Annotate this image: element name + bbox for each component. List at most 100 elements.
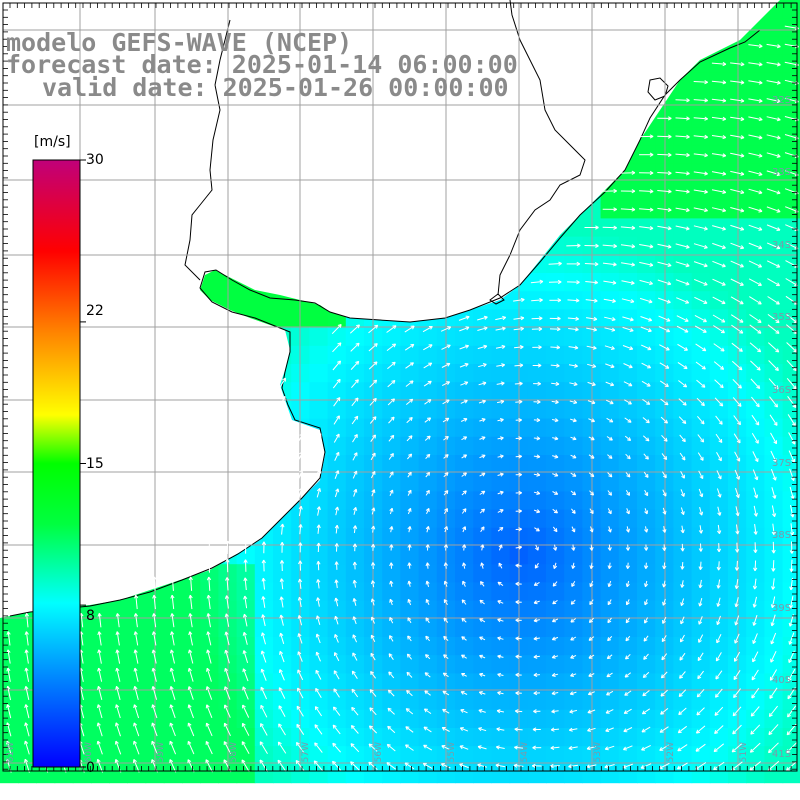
wind-arrow bbox=[497, 509, 504, 513]
wind-arrow bbox=[369, 725, 378, 734]
speed-cell bbox=[418, 473, 438, 492]
wind-arrow bbox=[731, 324, 744, 334]
wind-arrow bbox=[551, 381, 560, 386]
speed-cell bbox=[473, 637, 492, 656]
speed-cell bbox=[254, 691, 274, 711]
speed-cell bbox=[200, 673, 219, 693]
wind-arrow bbox=[387, 725, 396, 734]
wind-arrow bbox=[350, 725, 359, 734]
speed-cell bbox=[491, 564, 511, 583]
wind-arrow bbox=[370, 452, 376, 461]
speed-cell bbox=[546, 728, 565, 747]
wind-arrow bbox=[459, 745, 469, 750]
speed-cell bbox=[309, 691, 329, 711]
wind-arrow bbox=[206, 594, 211, 610]
speed-cell bbox=[455, 345, 474, 365]
speed-cell bbox=[764, 582, 784, 602]
wind-arrow bbox=[748, 134, 763, 140]
wind-arrow bbox=[569, 400, 578, 405]
wind-arrow bbox=[461, 617, 467, 623]
wind-arrow bbox=[748, 116, 763, 122]
speed-cell bbox=[673, 709, 693, 729]
wind-arrow bbox=[443, 454, 449, 459]
speed-cell bbox=[564, 764, 583, 784]
wind-arrow bbox=[589, 526, 594, 533]
wind-arrow bbox=[243, 559, 248, 572]
speed-cell bbox=[618, 564, 638, 583]
speed-cell bbox=[345, 691, 365, 711]
speed-cell bbox=[18, 673, 37, 693]
wind-vectors bbox=[5, 25, 799, 773]
wind-arrow bbox=[695, 343, 707, 352]
wind-arrow bbox=[495, 763, 506, 768]
wind-arrow bbox=[644, 617, 649, 624]
speed-cell bbox=[382, 400, 401, 420]
wind-arrow bbox=[711, 80, 727, 85]
wind-arrow bbox=[425, 507, 430, 515]
wind-arrow bbox=[659, 726, 669, 733]
wind-arrow bbox=[715, 415, 723, 425]
wind-arrow bbox=[513, 326, 524, 331]
speed-cell bbox=[473, 673, 492, 693]
wind-arrow bbox=[497, 636, 504, 641]
wind-arrow bbox=[623, 708, 632, 714]
wind-arrow bbox=[607, 636, 613, 642]
wind-arrow bbox=[207, 558, 212, 573]
wind-arrow bbox=[515, 436, 522, 441]
wind-arrow bbox=[679, 452, 686, 461]
wind-arrow bbox=[730, 170, 745, 176]
speed-cell bbox=[309, 746, 329, 765]
wind-arrow bbox=[605, 727, 614, 732]
speed-cell bbox=[418, 509, 438, 529]
wind-arrow bbox=[259, 741, 268, 754]
speed-cell bbox=[564, 473, 583, 492]
wind-arrow bbox=[223, 704, 231, 718]
speed-cell bbox=[709, 327, 729, 347]
speed-cell bbox=[273, 709, 292, 729]
speed-cell bbox=[182, 764, 201, 784]
speed-cell bbox=[291, 618, 310, 638]
wind-arrow bbox=[425, 453, 431, 459]
wind-arrow bbox=[678, 707, 687, 716]
speed-cell bbox=[91, 618, 110, 638]
wind-arrow bbox=[551, 709, 559, 714]
wind-arrow bbox=[625, 580, 630, 588]
speed-cell bbox=[455, 637, 474, 656]
speed-cell bbox=[618, 582, 638, 602]
longitude-label: 60W bbox=[84, 742, 94, 763]
wind-arrow bbox=[789, 559, 794, 572]
wind-arrow bbox=[389, 471, 394, 478]
wind-arrow bbox=[693, 153, 708, 158]
wind-arrow bbox=[550, 345, 561, 350]
wind-arrow bbox=[711, 171, 727, 176]
wind-arrow bbox=[749, 314, 762, 323]
speed-cell bbox=[345, 473, 365, 492]
speed-cell bbox=[764, 473, 784, 492]
wind-arrow bbox=[515, 454, 522, 459]
speed-cell bbox=[455, 364, 474, 383]
wind-arrow bbox=[389, 489, 394, 497]
speed-cell bbox=[673, 473, 693, 492]
wind-arrow bbox=[277, 341, 287, 354]
speed-cell bbox=[236, 600, 256, 620]
wind-arrow bbox=[515, 545, 523, 550]
speed-cell bbox=[18, 637, 37, 656]
wind-arrow bbox=[370, 598, 375, 606]
speed-cell bbox=[746, 400, 765, 420]
wind-arrow bbox=[6, 704, 12, 719]
wind-arrow bbox=[606, 654, 613, 660]
wind-arrow bbox=[461, 472, 467, 477]
wind-arrow bbox=[114, 759, 122, 773]
speed-cell bbox=[600, 491, 620, 511]
speed-cell bbox=[127, 673, 147, 693]
speed-cell bbox=[382, 618, 401, 638]
wind-arrow bbox=[352, 616, 357, 625]
speed-cell bbox=[236, 637, 256, 656]
wind-arrow bbox=[623, 727, 633, 733]
wind-arrow bbox=[314, 706, 323, 717]
speed-cell bbox=[236, 691, 256, 711]
wind-arrow bbox=[314, 724, 323, 735]
speed-cell bbox=[600, 582, 620, 602]
wind-arrow bbox=[260, 686, 268, 700]
wind-arrow bbox=[698, 597, 703, 607]
